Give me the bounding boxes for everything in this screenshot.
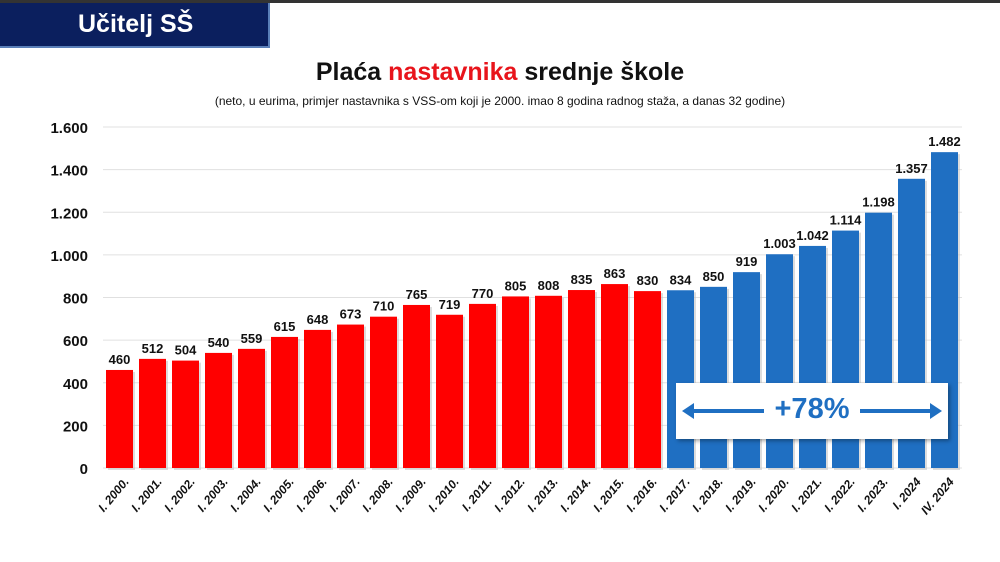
data-label: 805 (505, 278, 527, 293)
y-tick-label: 1.200 (50, 205, 88, 222)
data-label: 1.357 (895, 161, 928, 176)
y-tick-label: 1.600 (50, 120, 88, 137)
x-tick-label: I. 2005. (260, 475, 296, 515)
bar (700, 286, 727, 468)
top-border (0, 0, 1000, 3)
bar (271, 336, 298, 468)
bar (106, 369, 133, 468)
bar (238, 348, 265, 468)
x-tick-label: I. 2009. (392, 475, 428, 515)
y-tick-label: 800 (63, 291, 88, 308)
data-label: 850 (703, 269, 725, 284)
bar (535, 295, 562, 468)
x-tick-label: I. 2019. (722, 475, 758, 515)
header-banner: Učitelj SŠ (0, 3, 270, 48)
y-tick-label: 1.000 (50, 248, 88, 265)
x-tick-label: I. 2012. (491, 475, 527, 515)
bar (502, 296, 529, 468)
bar (436, 314, 463, 468)
x-tick-label: I. 2021. (788, 475, 824, 515)
x-tick-label: I. 2020. (755, 475, 791, 515)
data-label: 834 (670, 272, 692, 287)
y-tick-label: 200 (63, 418, 88, 435)
bar (370, 316, 397, 468)
x-tick-label: IV. 2024 (918, 475, 957, 518)
y-tick-label: 0 (80, 461, 88, 478)
bar (337, 324, 364, 468)
y-tick-label: 400 (63, 376, 88, 393)
chart-title: Plaća nastavnika srednje škole (0, 58, 1000, 87)
data-label: 919 (736, 254, 758, 269)
double-arrow-icon (682, 403, 942, 419)
data-label: 1.482 (928, 134, 961, 149)
bar (667, 290, 694, 468)
title-highlight: nastavnika (388, 58, 518, 86)
bar (172, 360, 199, 468)
x-tick-label: I. 2023. (854, 475, 890, 515)
data-label: 559 (241, 331, 263, 346)
data-label: 540 (208, 335, 230, 350)
data-label: 648 (307, 312, 329, 327)
title-part: srednje škole (517, 58, 685, 86)
data-label: 512 (142, 341, 164, 356)
x-tick-label: I. 2004. (227, 475, 263, 515)
data-label: 863 (604, 266, 626, 281)
x-tick-label: I. 2010. (425, 475, 461, 515)
data-label: 808 (538, 278, 560, 293)
data-label: 504 (175, 343, 197, 358)
data-label: 719 (439, 297, 461, 312)
data-label: 770 (472, 286, 494, 301)
bar (304, 329, 331, 468)
header-label: Učitelj SŠ (78, 10, 194, 38)
data-label: 830 (637, 273, 659, 288)
y-tick-label: 1.400 (50, 163, 88, 180)
x-tick-label: I. 2000. (95, 475, 131, 515)
bar (568, 290, 595, 468)
x-tick-label: I. 2016. (623, 475, 659, 515)
x-tick-label: I. 2001. (128, 475, 164, 515)
x-tick-label: I. 2013. (524, 475, 560, 515)
data-label: 1.003 (763, 236, 796, 251)
bar (601, 284, 628, 468)
x-tick-label: I. 2022. (821, 475, 857, 515)
data-label: 460 (109, 352, 131, 367)
data-label: 710 (373, 299, 395, 314)
data-label: 835 (571, 272, 593, 287)
x-tick-label: I. 2006. (293, 475, 329, 515)
growth-annotation: +78% (676, 383, 948, 439)
growth-label: +78% (774, 393, 850, 425)
bar (403, 304, 430, 468)
bar (634, 291, 661, 468)
data-label: 1.198 (862, 195, 895, 210)
x-tick-label: I. 2018. (689, 475, 725, 515)
x-tick-label: I. 2017. (656, 475, 692, 515)
data-label: 1.114 (830, 213, 863, 228)
data-label: 615 (274, 319, 296, 334)
x-tick-label: I. 2015. (590, 475, 626, 515)
bar (139, 358, 166, 468)
data-label: 1.042 (796, 228, 829, 243)
y-tick-label: 600 (63, 333, 88, 350)
data-label: 673 (340, 307, 362, 322)
bar (469, 303, 496, 468)
x-tick-label: I. 2002. (161, 475, 197, 515)
bar (205, 352, 232, 468)
title-part: Plaća (315, 58, 389, 86)
x-tick-label: I. 2007. (326, 475, 362, 515)
x-tick-label: I. 2003. (194, 475, 230, 515)
x-tick-label: I. 2014. (557, 475, 593, 515)
x-tick-label: I. 2008. (359, 475, 395, 515)
data-label: 765 (406, 287, 428, 302)
chart-subtitle: (neto, u eurima, primjer nastavnika s VS… (214, 94, 786, 108)
x-tick-label: I. 2011. (459, 475, 495, 514)
